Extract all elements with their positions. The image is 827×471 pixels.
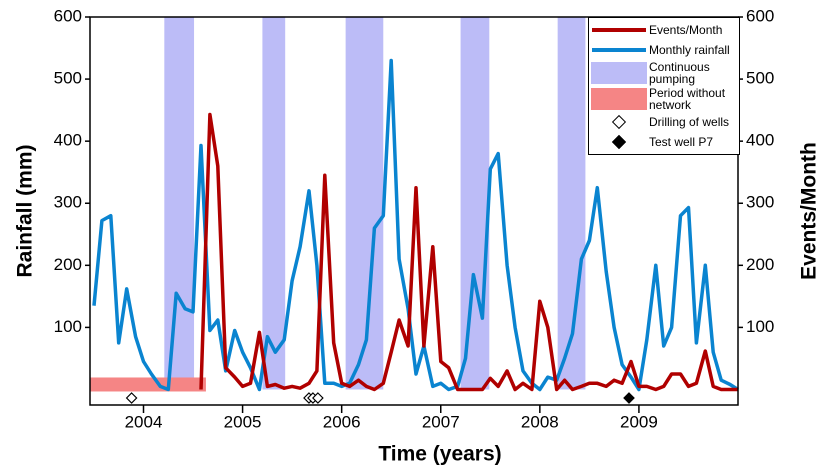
no-network-period <box>90 377 206 392</box>
legend-label: Events/Month <box>649 23 723 37</box>
y2-tick-label: 300 <box>746 193 774 212</box>
x-tick-label: 2005 <box>224 412 262 431</box>
legend-item: Period without network <box>589 86 739 112</box>
y2-tick-label: 500 <box>746 69 774 88</box>
x-tick-label: 2007 <box>422 412 460 431</box>
legend-label: Monthly rainfall <box>649 43 730 57</box>
y2-axis-label: Events/Month <box>798 142 821 280</box>
legend-swatch <box>589 28 649 32</box>
pumping-band <box>262 17 286 390</box>
legend-label: Period without network <box>649 86 726 112</box>
legend-diamond <box>611 134 627 150</box>
x-tick-label: 2004 <box>125 412 163 431</box>
legend-line <box>592 48 646 52</box>
well-marker <box>312 392 324 404</box>
x-axis-label: Time (years) <box>378 443 501 466</box>
y-tick-label: 400 <box>54 131 82 150</box>
pumping-band <box>345 17 384 390</box>
x-tick-label: 2008 <box>521 412 559 431</box>
legend-label: Drilling of wells <box>649 115 730 129</box>
x-tick-label: 2009 <box>620 412 658 431</box>
x-tick-label: 2006 <box>323 412 361 431</box>
legend: Events/Month Monthly rainfall Continuous p… <box>588 17 740 155</box>
legend-item: Drilling of wells <box>589 112 739 132</box>
legend-band <box>591 62 647 84</box>
legend-swatch <box>589 134 649 150</box>
pumping-band <box>460 17 490 390</box>
legend-item: Events/Month <box>589 20 739 40</box>
legend-swatch <box>589 62 649 84</box>
y2-tick-label: 200 <box>746 255 774 274</box>
legend-label: Continuous pumping <box>649 60 710 86</box>
series-line <box>199 112 738 392</box>
y-tick-label: 600 <box>54 6 82 25</box>
y-tick-label: 200 <box>54 255 82 274</box>
legend-item: Continuous pumping <box>589 60 739 86</box>
legend-diamond <box>611 114 627 130</box>
y-axis-label: Rainfall (mm) <box>14 144 37 277</box>
legend-item: Test well P7 <box>589 132 739 152</box>
plot-frame <box>89 16 739 406</box>
y2-tick-label: 600 <box>746 6 774 25</box>
legend-swatch <box>589 48 649 52</box>
legend-label: Test well P7 <box>649 135 714 149</box>
legend-item: Monthly rainfall <box>589 40 739 60</box>
legend-swatch <box>589 114 649 130</box>
y-tick-label: 300 <box>54 193 82 212</box>
legend-line <box>592 28 646 32</box>
y2-tick-label: 100 <box>746 317 774 336</box>
legend-swatch <box>589 88 649 110</box>
pumping-band <box>164 17 195 390</box>
legend-band <box>591 88 647 110</box>
well-marker <box>623 392 635 404</box>
series-line <box>92 58 739 392</box>
y2-tick-label: 400 <box>746 131 774 150</box>
well-marker <box>125 392 138 404</box>
y-tick-label: 500 <box>54 69 82 88</box>
y-tick-label: 100 <box>54 317 82 336</box>
